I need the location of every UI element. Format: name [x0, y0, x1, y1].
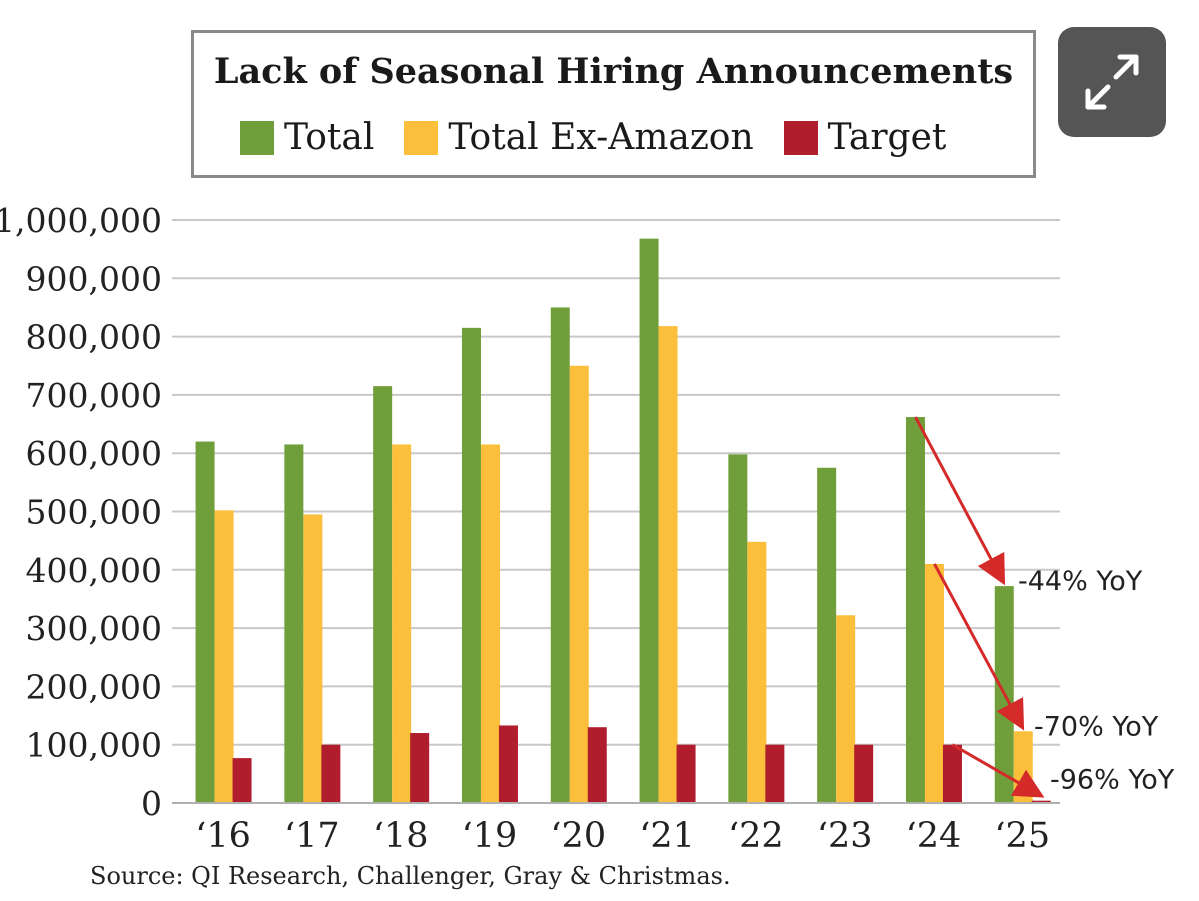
x-tick-label: ‘16 [195, 816, 251, 856]
bar [924, 563, 944, 803]
bar [1013, 731, 1033, 803]
bar [639, 238, 659, 803]
bar [195, 441, 215, 803]
bar [480, 444, 500, 803]
expand-arrows-icon [1085, 54, 1139, 110]
expand-button[interactable] [1058, 27, 1166, 137]
x-tick-label: ‘22 [728, 816, 784, 856]
annotation-arrow [951, 743, 1045, 798]
y-tick-label: 1,000,000 [0, 201, 162, 240]
bar [392, 444, 412, 803]
bar [676, 744, 696, 803]
y-tick-label: 300,000 [26, 609, 162, 648]
annotation-label: -70% YoY [1034, 711, 1159, 742]
y-tick-label: 400,000 [26, 551, 162, 590]
x-tick-label: ‘25 [994, 816, 1050, 856]
x-tick-label: ‘18 [373, 816, 429, 856]
y-tick-label: 0 [141, 784, 162, 823]
y-tick-label: 200,000 [26, 667, 162, 706]
annotation-arrow [933, 563, 1025, 731]
bar [854, 744, 874, 803]
legend-swatch-total [240, 120, 274, 155]
legend-items: Total Total Ex-Amazon Target [240, 117, 976, 158]
bar [747, 541, 767, 803]
annotation-label: -44% YoY [1018, 566, 1143, 597]
x-tick-label: ‘23 [817, 816, 873, 856]
bar [587, 727, 607, 803]
bar [303, 514, 323, 803]
bar [410, 733, 430, 803]
bar [373, 386, 393, 803]
bar [905, 417, 925, 803]
y-tick-label: 700,000 [26, 376, 162, 415]
bar [569, 365, 589, 803]
bar [728, 454, 748, 803]
bar [1031, 800, 1051, 803]
legend-label-ex-amazon: Total Ex-Amazon [448, 117, 754, 158]
legend-swatch-ex-amazon [404, 120, 439, 155]
legend-item-total: Total [240, 117, 374, 158]
y-tick-label: 800,000 [26, 318, 162, 357]
bar [498, 725, 518, 803]
bar [550, 307, 570, 803]
legend-item-ex-amazon: Total Ex-Amazon [404, 117, 754, 158]
legend-label-target: Target [827, 117, 947, 158]
bar [214, 510, 234, 803]
x-tick-label: ‘24 [906, 816, 962, 856]
legend-swatch-target [783, 120, 818, 155]
annotation-arrow [914, 416, 1006, 586]
bar [765, 744, 785, 803]
legend-label-total: Total [284, 117, 375, 158]
bar [284, 444, 304, 803]
x-tick-label: ‘19 [462, 816, 518, 856]
x-tick-label: ‘20 [550, 816, 606, 856]
y-tick-label: 500,000 [26, 493, 162, 532]
bar [321, 744, 341, 803]
y-tick-label: 100,000 [26, 726, 162, 765]
bar [836, 615, 856, 803]
bar [232, 758, 252, 803]
source-note: Source: QI Research, Challenger, Gray & … [90, 862, 731, 890]
bar [942, 744, 962, 803]
legend-item-target: Target [783, 117, 947, 158]
y-tick-label: 600,000 [26, 434, 162, 473]
bar [817, 467, 837, 803]
x-tick-label: ‘17 [284, 816, 340, 856]
bar [658, 326, 678, 803]
y-tick-label: 900,000 [26, 259, 162, 298]
annotation-label: -96% YoY [1050, 765, 1175, 796]
bar [461, 327, 481, 803]
legend: Lack of Seasonal Hiring Announcements To… [191, 30, 1036, 178]
chart-title: Lack of Seasonal Hiring Announcements [213, 51, 1014, 92]
x-tick-label: ‘21 [639, 816, 695, 856]
